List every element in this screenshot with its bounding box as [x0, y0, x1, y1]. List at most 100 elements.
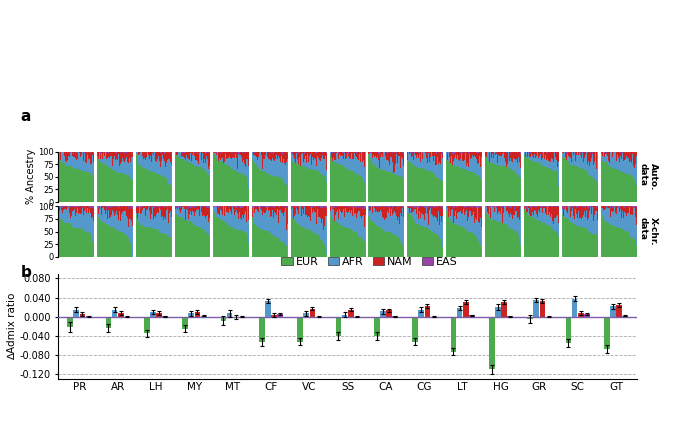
Bar [605, 222, 606, 257]
Bar [321, 240, 323, 257]
Bar [160, 210, 161, 233]
Bar [604, 152, 605, 157]
Bar [224, 152, 225, 162]
Bar [462, 206, 463, 208]
Bar [109, 206, 110, 208]
Bar [358, 152, 360, 160]
Bar [548, 152, 549, 160]
Bar [510, 152, 511, 153]
Bar [229, 226, 230, 257]
Bar [558, 152, 560, 154]
Bar [150, 171, 151, 202]
Bar [395, 213, 397, 235]
Bar [585, 170, 586, 202]
Bar [275, 237, 276, 257]
Bar [502, 165, 503, 202]
Bar [193, 206, 195, 208]
Bar [72, 226, 73, 257]
Bar [527, 206, 528, 208]
Bar [585, 228, 586, 257]
Bar [557, 172, 558, 202]
Bar [512, 152, 514, 158]
Bar [379, 206, 380, 207]
Bar [234, 215, 235, 229]
Bar [498, 155, 499, 165]
Bar [88, 207, 89, 213]
Bar [446, 211, 447, 257]
Bar [90, 163, 91, 174]
Bar [447, 152, 448, 154]
Bar [495, 212, 497, 221]
Bar [127, 216, 128, 237]
Bar [480, 152, 481, 167]
Bar [591, 234, 592, 257]
Bar [167, 209, 168, 236]
Bar [585, 155, 586, 170]
Bar [390, 207, 391, 216]
Bar [169, 152, 170, 153]
Bar [566, 218, 567, 257]
Bar [601, 152, 602, 154]
Bar [411, 216, 412, 257]
Bar [539, 213, 540, 221]
Bar [593, 221, 594, 234]
Bar [192, 209, 193, 218]
Bar [392, 209, 393, 215]
Bar [592, 154, 593, 177]
Bar [350, 171, 351, 202]
Bar [308, 206, 309, 216]
Bar [129, 239, 130, 257]
Bar [631, 152, 632, 163]
Bar [606, 163, 608, 202]
Bar [357, 174, 358, 202]
Bar [127, 237, 128, 257]
Bar [631, 176, 632, 202]
Bar [571, 207, 572, 211]
Bar [352, 230, 353, 257]
Bar [318, 158, 319, 171]
Bar [536, 213, 537, 219]
Bar [267, 157, 269, 174]
Bar [499, 152, 500, 156]
Bar [138, 155, 139, 164]
Bar [206, 153, 207, 156]
Bar [125, 174, 126, 202]
Bar [319, 236, 320, 257]
Bar [85, 206, 86, 209]
Bar [199, 227, 200, 257]
Bar [428, 229, 429, 257]
Bar [298, 224, 299, 257]
Bar [261, 210, 262, 230]
Bar [255, 152, 256, 156]
Bar [375, 225, 377, 257]
Bar [589, 232, 590, 257]
Bar [197, 154, 198, 161]
Bar [338, 207, 340, 208]
Bar [273, 176, 274, 202]
Bar [61, 206, 62, 207]
Bar [514, 171, 515, 202]
Bar [553, 224, 554, 229]
Bar [141, 208, 142, 213]
Bar [143, 206, 144, 207]
Bar [127, 208, 128, 216]
Bar [510, 213, 511, 229]
Bar [198, 167, 199, 202]
Bar [275, 152, 276, 160]
Bar [235, 152, 236, 154]
Bar [519, 239, 520, 257]
Bar [477, 207, 478, 240]
Bar [301, 209, 303, 226]
Bar [326, 153, 327, 170]
Bar [394, 157, 395, 173]
Bar [468, 160, 469, 171]
Bar [252, 206, 253, 208]
Bar [269, 210, 270, 232]
Bar [636, 206, 637, 207]
Bar [579, 226, 580, 257]
Bar [206, 216, 207, 233]
Bar [514, 231, 515, 257]
Bar [343, 159, 344, 166]
Bar [612, 208, 613, 212]
Bar [411, 157, 412, 162]
